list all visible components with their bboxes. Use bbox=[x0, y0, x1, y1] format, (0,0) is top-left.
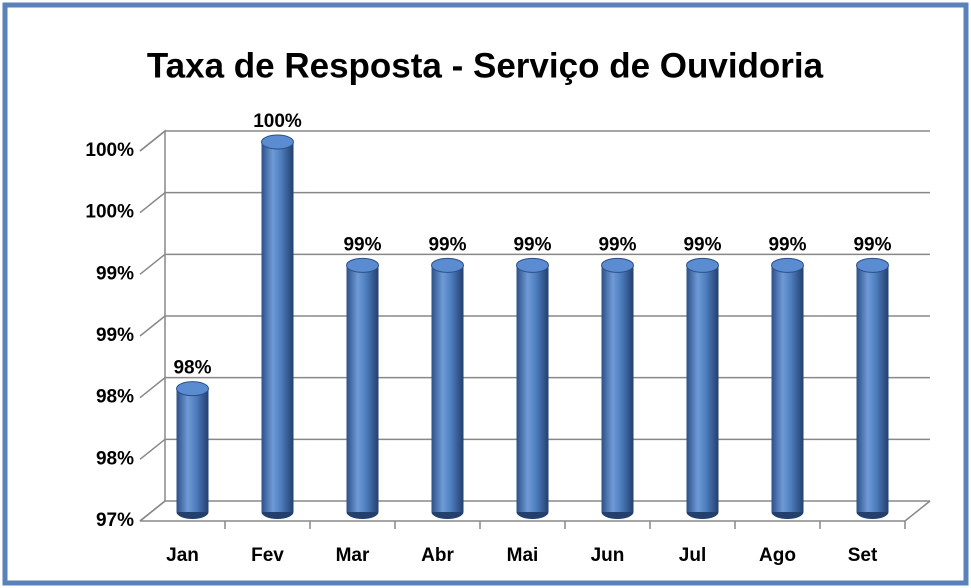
value-label: 99% bbox=[343, 234, 381, 255]
x-tick-label: Ago bbox=[759, 545, 796, 566]
y-tick-label: 98% bbox=[96, 448, 134, 469]
bar bbox=[516, 257, 549, 519]
x-tick-label: Mai bbox=[507, 545, 539, 566]
bar bbox=[771, 257, 804, 519]
value-label: 99% bbox=[513, 234, 551, 255]
y-tick-label: 100% bbox=[85, 202, 134, 223]
grid-line bbox=[139, 191, 930, 214]
bar bbox=[856, 257, 889, 519]
x-tick-label: Jul bbox=[679, 545, 706, 566]
x-tick-label: Fev bbox=[251, 545, 284, 566]
grid-line bbox=[139, 438, 930, 460]
grid-line bbox=[139, 376, 930, 399]
chart-title: Taxa de Resposta - Serviço de Ouvidoria bbox=[147, 46, 824, 85]
y-tick-label: 99% bbox=[96, 325, 134, 346]
y-tick-label: 97% bbox=[96, 510, 134, 531]
value-label: 100% bbox=[253, 111, 302, 132]
grid-line bbox=[139, 315, 930, 337]
value-label: 99% bbox=[598, 234, 636, 255]
bar bbox=[431, 257, 464, 519]
grid-line bbox=[139, 253, 930, 275]
value-label: 99% bbox=[853, 234, 891, 255]
bar bbox=[261, 134, 294, 519]
grid-line bbox=[139, 500, 930, 522]
x-tick-label: Set bbox=[848, 545, 878, 566]
y-tick-label: 98% bbox=[96, 387, 134, 408]
value-label: 99% bbox=[683, 234, 721, 255]
x-tick-label: Jun bbox=[591, 545, 625, 566]
x-tick-label: Abr bbox=[421, 545, 454, 566]
y-tick-label: 99% bbox=[96, 263, 134, 284]
value-label: 98% bbox=[173, 358, 211, 379]
value-label: 99% bbox=[768, 234, 806, 255]
x-tick-label: Mar bbox=[336, 545, 370, 566]
value-label: 99% bbox=[428, 234, 466, 255]
y-tick-label: 100% bbox=[85, 140, 134, 161]
bar bbox=[686, 257, 719, 519]
bar bbox=[346, 257, 379, 519]
x-tick-label: Jan bbox=[166, 545, 199, 566]
grid-line bbox=[139, 130, 930, 152]
bar bbox=[176, 381, 209, 519]
bar bbox=[601, 257, 634, 519]
